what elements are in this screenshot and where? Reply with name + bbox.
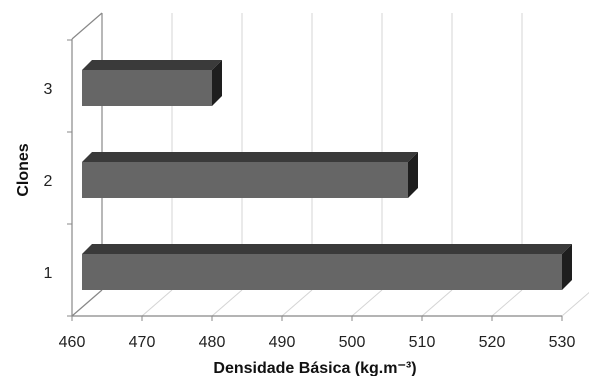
floor-edge bbox=[71, 289, 103, 317]
floor-gridline bbox=[491, 289, 523, 317]
bar-top-face bbox=[82, 152, 418, 162]
bar-front-face bbox=[82, 254, 562, 290]
x-tick-label: 530 bbox=[549, 334, 576, 351]
x-tick-label: 470 bbox=[129, 334, 156, 351]
x-tick-label: 500 bbox=[339, 334, 366, 351]
bar-side-face bbox=[562, 244, 572, 290]
floor-gridline bbox=[351, 289, 383, 317]
bar-front-face bbox=[82, 162, 408, 198]
axes bbox=[67, 12, 563, 321]
tick-labels: 460 470 480 490 500 510 520 530 1 2 3 bbox=[44, 81, 576, 351]
y-tick-label: 1 bbox=[44, 265, 53, 282]
floor-gridline bbox=[141, 289, 173, 317]
y-axis-top-edge bbox=[71, 12, 103, 40]
floor-gridline bbox=[281, 289, 313, 317]
bars bbox=[82, 60, 572, 290]
bar bbox=[82, 152, 418, 198]
x-tick-label: 520 bbox=[479, 334, 506, 351]
bar-side-face bbox=[212, 60, 222, 106]
bar-front-face bbox=[82, 70, 212, 106]
y-axis-title: Clones bbox=[15, 143, 32, 196]
floor-gridline bbox=[211, 289, 243, 317]
floor-gridline bbox=[561, 291, 589, 317]
y-tick-label: 2 bbox=[44, 173, 53, 190]
bar-side-face bbox=[408, 152, 418, 198]
grid-lines bbox=[71, 13, 589, 317]
floor-gridline bbox=[421, 289, 453, 317]
x-tick-label: 510 bbox=[409, 334, 436, 351]
bar bbox=[82, 244, 572, 290]
x-axis-title: Densidade Básica (kg.m⁻³) bbox=[213, 360, 416, 376]
bar-top-face bbox=[82, 60, 222, 70]
bar bbox=[82, 60, 222, 106]
x-tick-label: 490 bbox=[269, 334, 296, 351]
bar-top-face bbox=[82, 244, 572, 254]
x-tick-label: 480 bbox=[199, 334, 226, 351]
x-tick-label: 460 bbox=[59, 334, 86, 351]
y-tick-label: 3 bbox=[44, 81, 53, 98]
